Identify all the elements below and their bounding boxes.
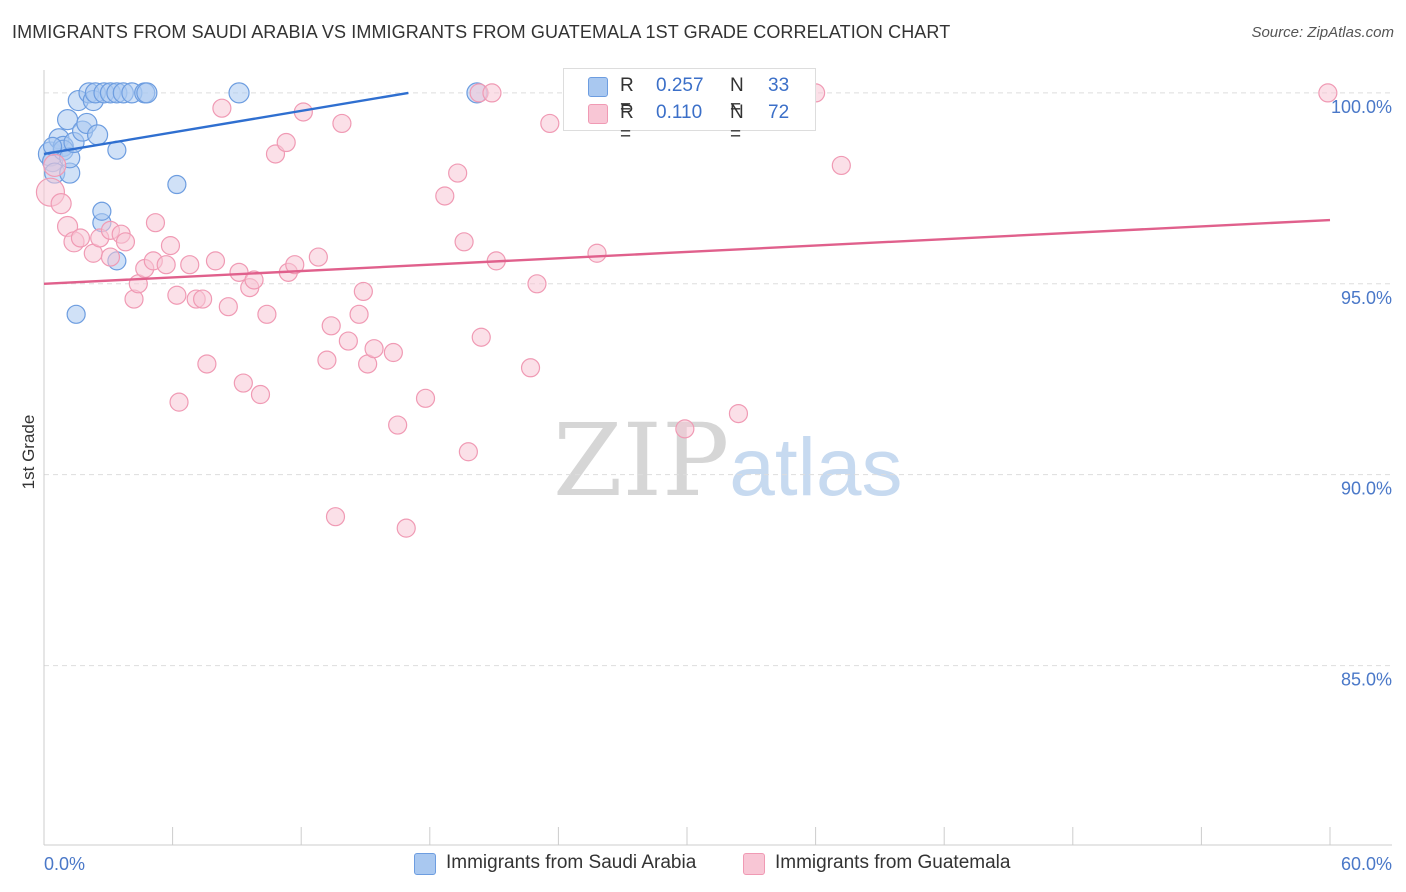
data-point (86, 124, 109, 146)
watermark-zip: ZIP (553, 402, 730, 519)
data-point (527, 274, 547, 294)
data-point (448, 163, 468, 183)
data-point (728, 403, 749, 424)
r-value: 0.110 (656, 102, 703, 123)
data-point (831, 155, 851, 176)
saudi-arabia-legend-swatch (414, 853, 436, 875)
r-label: R = (620, 102, 634, 145)
data-point (70, 228, 91, 248)
source-label: Source: ZipAtlas.com (1251, 24, 1394, 41)
data-point (169, 392, 189, 412)
x-tick-label: 0.0% (44, 854, 85, 874)
data-point (353, 281, 373, 302)
watermark: ZIPatlas (553, 402, 903, 519)
data-point (587, 243, 607, 263)
data-point (50, 193, 72, 215)
y-tick-label: 85.0% (1341, 670, 1392, 690)
data-point (435, 186, 455, 206)
series-saudi-arabia (37, 82, 488, 324)
data-point (167, 174, 187, 195)
data-point (136, 82, 158, 104)
y-tick-label: 95.0% (1341, 288, 1392, 308)
data-point (520, 358, 541, 378)
data-point (250, 384, 271, 405)
data-point (229, 262, 249, 282)
data-point (338, 331, 358, 351)
data-point (482, 83, 502, 103)
data-point (167, 285, 187, 305)
guatemala-legend-swatch (743, 853, 765, 875)
data-point (364, 339, 384, 359)
data-point (212, 98, 232, 118)
data-point (540, 113, 560, 134)
data-point (276, 132, 296, 153)
guatemala-swatch (588, 104, 608, 124)
series-guatemala (35, 83, 1338, 538)
data-point (308, 247, 328, 267)
n-value: 33 (768, 75, 790, 96)
data-point (43, 153, 67, 178)
n-value: 72 (768, 102, 790, 123)
trend-line-guatemala (43, 218, 1331, 285)
trend-line-saudi-arabia (43, 91, 409, 156)
data-point (180, 255, 200, 275)
data-point (156, 255, 176, 275)
data-point (349, 304, 369, 324)
data-point (415, 388, 436, 408)
stats-legend: R = 0.257 N = 33 R = 0.110 N = 72 (563, 68, 816, 145)
data-point (197, 354, 217, 374)
legend-label-saudi-arabia: Immigrants from Saudi Arabia (446, 852, 697, 873)
data-point (321, 316, 341, 336)
data-point (471, 327, 491, 347)
r-value: 0.257 (656, 75, 704, 96)
data-point (160, 236, 181, 256)
y-tick-label: 90.0% (1341, 479, 1392, 499)
n-label: N = (730, 75, 744, 118)
data-point (285, 255, 305, 275)
data-point (100, 247, 121, 267)
saudi-arabia-swatch (588, 77, 608, 97)
chart-title: IMMIGRANTS FROM SAUDI ARABIA VS IMMIGRAN… (12, 22, 951, 42)
data-point (228, 82, 250, 104)
y-axis-label: 1st Grade (19, 415, 38, 490)
watermark-atlas: atlas (729, 422, 903, 513)
data-point (454, 232, 474, 252)
data-point (193, 289, 213, 309)
legend-label-guatemala: Immigrants from Guatemala (775, 852, 1011, 873)
data-point (332, 113, 352, 134)
data-point (218, 297, 238, 317)
r-label: R = (620, 75, 634, 118)
data-point (325, 507, 346, 527)
data-point (244, 270, 264, 290)
x-tick-label: 60.0% (1341, 854, 1392, 874)
data-point (145, 213, 166, 233)
n-label: N = (730, 102, 744, 145)
data-point (66, 304, 86, 324)
data-point (92, 201, 112, 221)
data-point (233, 373, 253, 393)
y-tick-label: 100.0% (1331, 97, 1392, 117)
data-point (115, 232, 136, 252)
data-point (675, 419, 695, 439)
data-point (383, 342, 403, 363)
data-point (388, 415, 408, 435)
data-point (1318, 83, 1338, 103)
data-point (396, 518, 416, 538)
data-point (205, 251, 226, 271)
data-point (317, 350, 337, 370)
data-point (458, 442, 478, 462)
data-point (257, 304, 277, 324)
